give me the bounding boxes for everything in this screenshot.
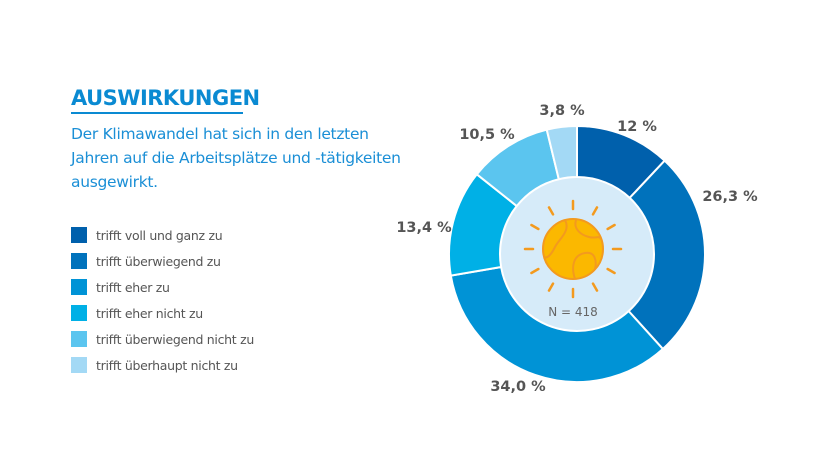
legend-label: trifft überhaupt nicht zu — [96, 357, 238, 373]
donut-slice — [627, 159, 706, 351]
legend-label: trifft voll und ganz zu — [96, 227, 223, 243]
data-label: 10,5 % — [459, 127, 515, 143]
legend-item: trifft voll und ganz zu — [71, 222, 254, 248]
data-label: 13,4 % — [396, 220, 452, 236]
legend-swatch — [71, 331, 87, 347]
legend-swatch — [71, 305, 87, 321]
legend-item: trifft eher zu — [71, 274, 254, 300]
donut-slice — [545, 124, 578, 181]
sun-globe-icon — [523, 199, 623, 299]
title-underline — [71, 112, 243, 114]
data-label: 3,8 % — [539, 103, 585, 119]
legend-swatch — [71, 357, 87, 373]
legend-label: trifft überwiegend zu — [96, 253, 221, 269]
legend-swatch — [71, 279, 87, 295]
data-label: 26,3 % — [702, 189, 758, 205]
legend-swatch — [71, 253, 87, 269]
legend-item: trifft überhaupt nicht zu — [71, 352, 254, 378]
legend-item: trifft überwiegend zu — [71, 248, 254, 274]
legend-label: trifft eher nicht zu — [96, 305, 203, 321]
legend-item: trifft überwiegend nicht zu — [71, 326, 254, 352]
legend-swatch — [71, 227, 87, 243]
data-label: 12 % — [617, 119, 657, 135]
legend-label: trifft überwiegend nicht zu — [96, 331, 254, 347]
legend-label: trifft eher zu — [96, 279, 170, 295]
legend: trifft voll und ganz zu trifft überwiegen… — [71, 222, 254, 378]
donut-slice — [449, 265, 665, 383]
chart-subtitle: Der Klimawandel hat sich in den letzten … — [71, 125, 401, 191]
sample-size-label: N = 418 — [548, 305, 598, 319]
chart-title: AUSWIRKUNGEN — [71, 86, 260, 110]
data-label: 34,0 % — [490, 379, 546, 395]
legend-item: trifft eher nicht zu — [71, 300, 254, 326]
